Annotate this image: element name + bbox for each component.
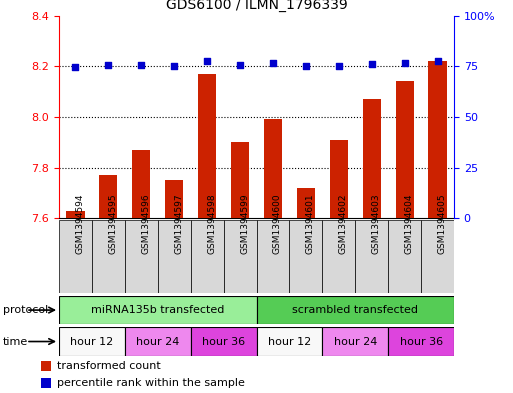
Bar [132,150,150,218]
Bar [231,142,249,218]
Bar [165,180,183,218]
Bar [59,327,125,356]
Text: GSM1394597: GSM1394597 [174,193,183,254]
Point [302,63,310,70]
Point [368,61,376,68]
Text: GSM1394599: GSM1394599 [240,193,249,254]
Bar [100,175,117,218]
Bar [41,378,51,388]
Point [137,62,145,68]
Bar [256,220,289,293]
Point [71,64,80,70]
Text: hour 12: hour 12 [70,336,113,347]
Text: GSM1394594: GSM1394594 [75,193,85,254]
Bar [66,211,85,218]
Text: time: time [3,336,28,347]
Text: GSM1394600: GSM1394600 [273,193,282,254]
Bar [224,220,256,293]
Text: GSM1394601: GSM1394601 [306,193,315,254]
Bar [92,220,125,293]
Bar [59,220,92,293]
Bar [388,327,454,356]
Text: hour 36: hour 36 [400,336,443,347]
Bar [297,188,315,218]
Text: GSM1394603: GSM1394603 [372,193,381,254]
Text: transformed count: transformed count [57,361,161,371]
Bar [388,220,421,293]
Bar [191,220,224,293]
Point [269,60,277,66]
Bar [428,61,447,218]
Point [401,60,409,66]
Point [236,62,244,68]
Text: GSM1394596: GSM1394596 [141,193,150,254]
Text: GSM1394602: GSM1394602 [339,193,348,254]
Bar [125,220,158,293]
Text: hour 36: hour 36 [202,336,245,347]
Point [433,58,442,64]
Text: hour 24: hour 24 [136,336,180,347]
Bar [198,74,216,218]
Text: protocol: protocol [3,305,48,315]
Text: GSM1394605: GSM1394605 [438,193,446,254]
Bar [125,327,191,356]
Point [203,58,211,64]
Bar [256,296,454,324]
Text: GSM1394595: GSM1394595 [108,193,117,254]
Title: GDS6100 / ILMN_1796339: GDS6100 / ILMN_1796339 [166,0,347,12]
Text: miRNA135b transfected: miRNA135b transfected [91,305,224,315]
Text: GSM1394604: GSM1394604 [405,193,413,254]
Bar [256,327,322,356]
Bar [289,220,322,293]
Bar [264,119,282,218]
Text: GSM1394598: GSM1394598 [207,193,216,254]
Text: scrambled transfected: scrambled transfected [292,305,418,315]
Bar [363,99,381,218]
Bar [322,327,388,356]
Bar [421,220,454,293]
Bar [41,361,51,371]
Bar [59,296,256,324]
Text: percentile rank within the sample: percentile rank within the sample [57,378,245,388]
Text: hour 24: hour 24 [333,336,377,347]
Point [104,62,112,68]
Text: hour 12: hour 12 [268,336,311,347]
Bar [355,220,388,293]
Point [170,63,179,70]
Point [334,63,343,70]
Bar [396,81,413,218]
Bar [322,220,355,293]
Bar [158,220,191,293]
Bar [191,327,256,356]
Bar [330,140,348,218]
